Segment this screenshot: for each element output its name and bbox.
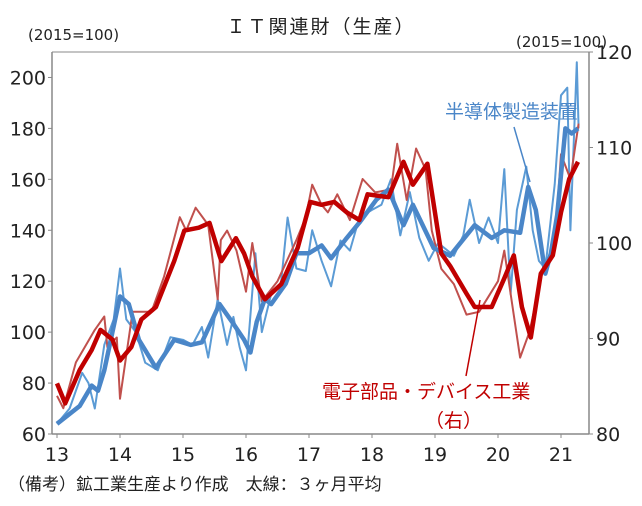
x-tick-label: 13 bbox=[45, 444, 69, 466]
x-tick-label: 18 bbox=[360, 444, 384, 466]
semiconductor-equipment-3ma-line bbox=[55, 126, 580, 426]
x-tick-label: 15 bbox=[171, 444, 195, 466]
right-tick-label: 90 bbox=[596, 329, 620, 351]
left-axis-unit: (2015=100) bbox=[28, 26, 120, 44]
footnote: （備考）鉱工業生産より作成 太線：３ヶ月平均 bbox=[8, 475, 382, 495]
x-tick-label: 21 bbox=[549, 444, 573, 466]
x-tick-label: 14 bbox=[108, 444, 132, 466]
semi-label: 半導体製造装置 bbox=[445, 101, 579, 123]
electronic-parts-monthly-line bbox=[56, 123, 580, 410]
elec-axis-note: （右） bbox=[425, 410, 483, 432]
left-tick-label: 180 bbox=[10, 118, 46, 140]
left-tick-label: 140 bbox=[10, 220, 46, 242]
right-tick-label: 100 bbox=[596, 233, 632, 255]
right-axis-unit: (2015=100) bbox=[516, 33, 608, 51]
semiconductor-equipment-monthly-line bbox=[56, 61, 580, 425]
chart-title: ＩＴ関連財（生産） bbox=[226, 16, 416, 38]
left-tick-label: 100 bbox=[10, 322, 46, 344]
elec-label: 電子部品・デバイス工業 bbox=[322, 381, 531, 403]
electronic-parts-3ma-line bbox=[54, 159, 581, 406]
left-tick-label: 60 bbox=[22, 424, 46, 446]
right-tick-label: 120 bbox=[596, 42, 632, 64]
left-tick-label: 160 bbox=[10, 169, 46, 191]
x-tick-label: 16 bbox=[234, 444, 258, 466]
right-tick-label: 110 bbox=[596, 138, 632, 160]
x-tick-label: 19 bbox=[423, 444, 447, 466]
x-tick-label: 20 bbox=[486, 444, 510, 466]
left-tick-label: 200 bbox=[10, 67, 46, 89]
left-tick-label: 120 bbox=[10, 271, 46, 293]
left-tick-label: 80 bbox=[22, 373, 46, 395]
elec-label-pointer bbox=[465, 299, 481, 377]
x-tick-label: 17 bbox=[297, 444, 321, 466]
semi-label-pointer bbox=[513, 126, 531, 183]
right-tick-label: 80 bbox=[596, 424, 620, 446]
